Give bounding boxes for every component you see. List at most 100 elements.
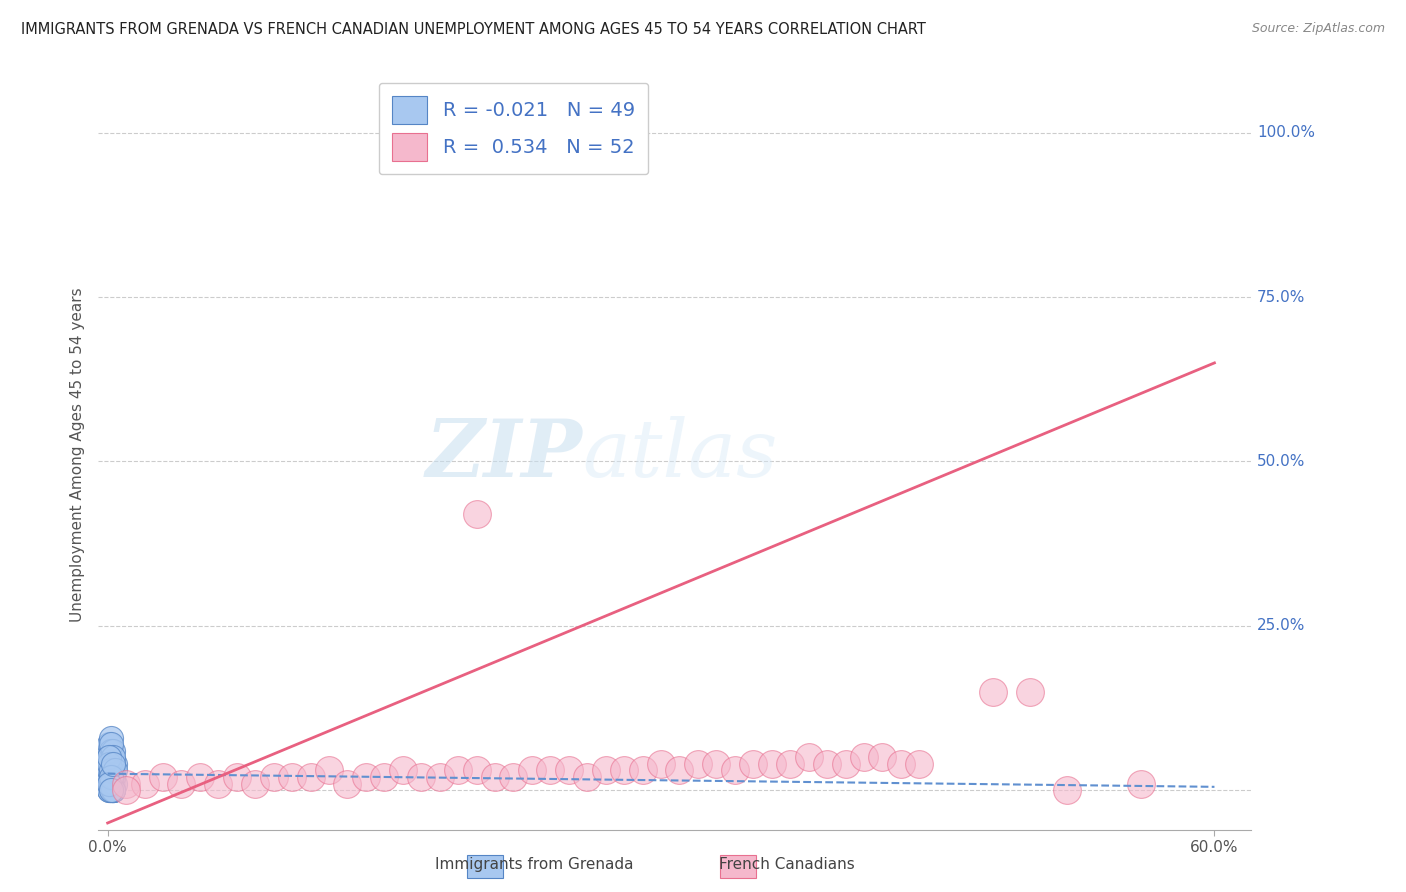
Point [100,750,122,764]
Point [101,750,124,764]
Point [100,783,122,797]
Point [299,770,322,784]
Point [115,783,138,797]
Point [188,770,211,784]
Point [101,783,124,797]
Point [595,764,617,778]
Point [465,507,488,521]
Point [101,776,124,790]
Point [908,756,931,771]
Legend: R = -0.021   N = 49, R =  0.534   N = 52: R = -0.021 N = 49, R = 0.534 N = 52 [378,82,648,175]
Point [104,764,127,778]
Text: ZIP: ZIP [426,417,582,493]
Point [98,737,121,751]
Point [104,776,127,790]
Point [100,737,122,751]
Point [115,776,138,790]
Point [152,770,174,784]
Point [225,770,247,784]
Point [104,756,127,771]
Point [101,770,124,784]
Point [429,770,451,784]
Point [100,770,122,784]
Point [98,776,121,790]
Point [447,764,470,778]
Point [1129,776,1152,790]
Point [613,764,636,778]
Point [245,776,267,790]
Point [101,770,124,784]
Point [668,764,690,778]
Point [465,764,488,778]
Point [98,756,121,771]
Point [98,776,121,790]
Point [98,750,121,764]
Point [98,770,121,784]
Point [686,756,709,771]
Point [101,776,124,790]
Point [100,744,122,758]
Point [650,756,672,771]
Point [134,776,156,790]
Point [98,783,121,797]
Point [502,770,524,784]
Point [100,750,122,764]
Text: 75.0%: 75.0% [1257,290,1305,305]
Point [631,764,654,778]
Point [538,764,561,778]
Point [484,770,506,784]
Point [100,731,122,745]
Point [101,770,124,784]
Point [558,764,581,778]
Point [520,764,543,778]
Point [742,756,765,771]
Point [281,770,304,784]
Point [101,783,124,797]
Point [100,776,122,790]
Text: 100.0%: 100.0% [1257,126,1315,140]
Point [263,770,285,784]
Point [98,764,121,778]
Point [706,756,728,771]
Point [101,783,124,797]
Point [761,756,783,771]
Point [100,770,122,784]
Point [100,770,122,784]
Point [724,764,747,778]
Text: French Canadians: French Canadians [720,857,855,872]
Point [101,764,124,778]
Point [354,770,377,784]
Text: 50.0%: 50.0% [1257,454,1305,469]
Point [318,764,340,778]
Point [101,756,124,771]
Point [100,783,122,797]
Point [852,750,875,764]
Point [170,776,193,790]
Point [100,764,122,778]
Point [101,744,124,758]
Text: Immigrants from Grenada: Immigrants from Grenada [434,857,634,872]
Point [779,756,801,771]
Point [815,756,838,771]
Point [100,764,122,778]
Point [890,756,912,771]
Point [98,744,121,758]
Point [207,776,229,790]
Point [98,776,121,790]
Point [1056,783,1078,797]
Point [98,764,121,778]
Point [373,770,395,784]
Point [411,770,433,784]
Point [100,756,122,771]
Point [98,750,121,764]
Point [100,764,122,778]
Point [101,783,124,797]
Point [98,770,121,784]
Point [100,783,122,797]
Point [797,750,820,764]
Point [391,764,413,778]
Point [576,770,599,784]
Point [872,750,894,764]
Text: atlas: atlas [582,417,778,493]
Text: Source: ZipAtlas.com: Source: ZipAtlas.com [1251,22,1385,36]
